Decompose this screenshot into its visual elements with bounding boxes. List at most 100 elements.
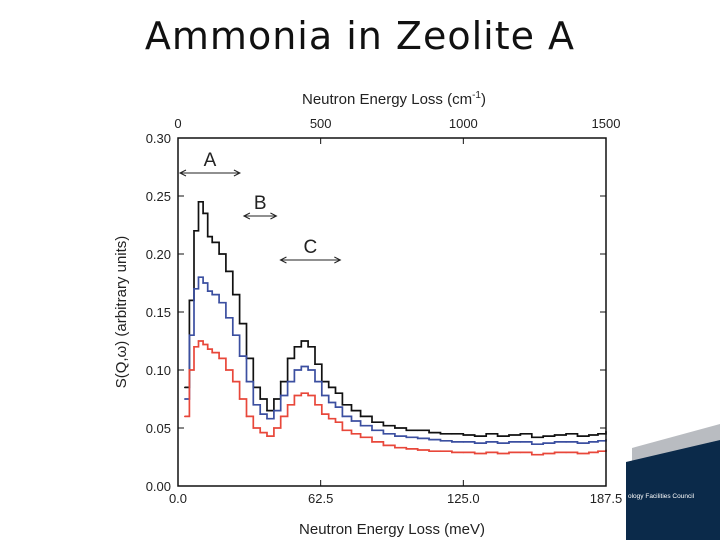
- data-point: [597, 433, 599, 435]
- data-point: [382, 433, 385, 435]
- x-tick-label: 0.0: [169, 491, 187, 506]
- data-point: [341, 404, 344, 406]
- data-point: [211, 241, 213, 244]
- y-tick-label: 0.30: [146, 131, 171, 146]
- data-point: [428, 431, 430, 434]
- data-point: [314, 363, 316, 366]
- data-point: [394, 427, 396, 429]
- data-point: [202, 343, 204, 346]
- data-point: [473, 442, 476, 444]
- top-axis-label: Neutron Energy Loss (cm-1): [302, 90, 486, 108]
- x-tick-label: 62.5: [308, 491, 333, 506]
- data-point: [371, 429, 373, 432]
- data-point: [519, 441, 522, 443]
- data-point: [300, 340, 303, 342]
- data-point: [307, 394, 309, 397]
- data-point: [416, 429, 419, 432]
- data-point: [531, 436, 533, 439]
- annotation-label-c: C: [304, 237, 318, 258]
- data-point: [211, 351, 213, 354]
- data-point: [259, 413, 262, 415]
- data-point: [327, 417, 330, 420]
- annotation-arrowhead-left: [279, 256, 287, 264]
- data-point: [218, 301, 220, 304]
- data-point: [394, 446, 396, 449]
- series-line-3: [184, 340, 607, 456]
- data-point: [405, 436, 408, 439]
- annotation-arrowhead-left: [242, 212, 251, 220]
- org-name-text: ology Facilities Council: [628, 493, 695, 500]
- data-point: [519, 451, 522, 454]
- data-point: [245, 380, 248, 383]
- top-tick-label: 1000: [449, 116, 478, 131]
- data-point: [531, 443, 533, 446]
- data-point: [588, 451, 590, 454]
- data-point: [553, 451, 556, 454]
- data-point: [225, 317, 227, 319]
- data-point: [293, 394, 296, 397]
- data-point: [218, 253, 220, 255]
- data-point: [416, 449, 419, 451]
- data-point: [485, 441, 488, 443]
- logo-gray-wedge: [632, 424, 720, 462]
- data-point: [202, 212, 204, 215]
- data-point: [428, 438, 430, 441]
- data-point: [508, 434, 510, 436]
- data-point: [565, 451, 567, 454]
- data-point: [485, 451, 488, 454]
- y-tick-label: 0.10: [146, 363, 171, 378]
- data-point: [188, 299, 191, 302]
- data-point: [531, 453, 533, 456]
- data-point: [359, 415, 362, 418]
- data-point: [473, 452, 476, 455]
- data-point: [341, 415, 344, 418]
- data-point: [300, 365, 303, 368]
- data-point: [184, 386, 186, 389]
- annotation-arrowhead-right: [270, 212, 278, 220]
- data-point: [184, 398, 186, 400]
- data-point: [334, 392, 337, 395]
- x-axis-label: Neutron Energy Loss (meV): [299, 521, 485, 538]
- data-point: [188, 369, 191, 371]
- data-point: [232, 334, 234, 337]
- data-point: [218, 357, 220, 360]
- data-point: [597, 440, 599, 442]
- data-point: [225, 369, 227, 371]
- data-point: [273, 427, 275, 429]
- data-point: [405, 429, 408, 432]
- data-point: [238, 398, 241, 400]
- data-point: [206, 235, 209, 238]
- annotation-arrowhead-right: [233, 169, 242, 177]
- data-point: [359, 436, 362, 439]
- data-point: [286, 380, 289, 383]
- data-point: [416, 437, 419, 440]
- data-point: [565, 441, 567, 443]
- data-point: [485, 433, 488, 435]
- data-point: [334, 406, 337, 408]
- data-point: [193, 288, 195, 290]
- data-point: [542, 442, 544, 444]
- slide-title: Ammonia in Zeolite A: [144, 14, 576, 58]
- top-tick-label: 500: [310, 116, 332, 131]
- data-point: [382, 444, 385, 447]
- data-point: [576, 442, 579, 444]
- data-point: [371, 441, 373, 443]
- data-point: [394, 435, 396, 437]
- data-point: [576, 452, 579, 455]
- data-point: [496, 442, 499, 444]
- data-point: [232, 380, 234, 383]
- data-point: [286, 404, 289, 406]
- data-point: [350, 409, 353, 412]
- data-point: [232, 293, 234, 296]
- data-point: [273, 398, 275, 400]
- y-axis-label: S(Q,ω) (arbitrary units): [113, 236, 130, 389]
- x-tick-label: 187.5: [590, 491, 623, 506]
- data-point: [321, 413, 323, 415]
- data-point: [266, 409, 268, 412]
- data-point: [193, 230, 195, 232]
- y-tick-label: 0.15: [146, 305, 171, 320]
- y-tick-label: 0.20: [146, 247, 171, 262]
- data-point: [273, 409, 275, 412]
- data-point: [553, 441, 556, 443]
